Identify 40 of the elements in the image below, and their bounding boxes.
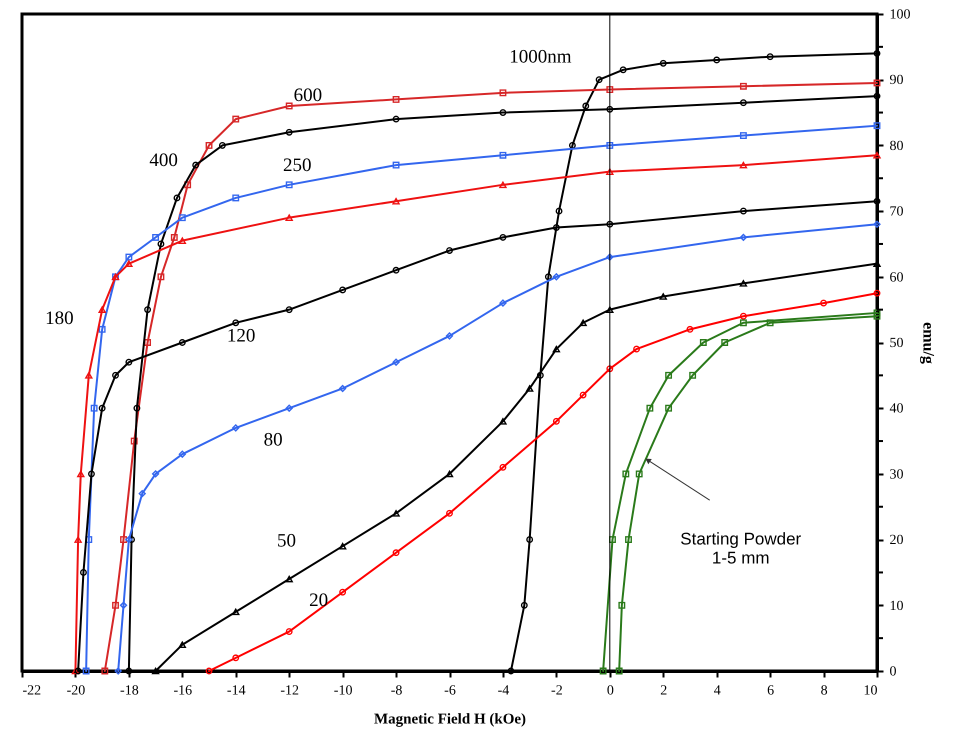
series-label: 1000nm	[509, 46, 572, 68]
x-tick-label: 10	[864, 684, 878, 698]
x-tick-label: -6	[444, 684, 456, 698]
y-tick-label: 50	[890, 336, 904, 351]
y-tick-label: 80	[890, 138, 904, 154]
x-tick-label: 6	[767, 684, 774, 698]
y-axis-title: emu/g	[920, 322, 936, 364]
y-tick-label: 20	[890, 533, 904, 548]
series-label: 120	[226, 325, 256, 346]
x-tick-label: -20	[66, 684, 86, 698]
series-label: 400	[149, 150, 178, 171]
x-tick-label: -2	[551, 684, 563, 698]
y-tick-label: 70	[890, 204, 904, 220]
x-axis-title: Magnetic Field H (kOe)	[374, 712, 526, 728]
y-tick-label: 60	[890, 270, 904, 286]
x-tick-label: 4	[714, 684, 721, 698]
x-tick-label: 2	[660, 684, 668, 698]
series-label: 180	[45, 308, 74, 330]
x-tick-label: 8	[820, 684, 828, 698]
series-label: 20	[309, 590, 328, 612]
x-tick-label: -14	[226, 684, 246, 698]
x-tick-label: -10	[334, 684, 352, 698]
x-tick-label: -18	[120, 684, 139, 698]
series-label: 250	[282, 155, 312, 176]
x-tick-label: -4	[498, 684, 510, 698]
y-tick-label: 0	[890, 664, 896, 680]
x-tick-label: -16	[173, 684, 192, 698]
annotation: Starting Powder 1-5 mm	[680, 530, 802, 568]
y-tick-label: 40	[890, 402, 904, 417]
series-label: 50	[277, 530, 296, 552]
series-label: 80	[264, 430, 283, 451]
series-label: 600	[294, 84, 322, 106]
y-tick-label: 100	[890, 8, 910, 22]
y-tick-label: 30	[890, 467, 904, 482]
x-tick-label: -8	[390, 684, 402, 698]
x-tick-label: 0	[606, 684, 614, 698]
x-tick-label: -22	[22, 684, 42, 698]
y-tick-label: 90	[890, 73, 904, 88]
x-tick-label: -12	[280, 684, 300, 698]
y-tick-label: 10	[890, 598, 904, 614]
